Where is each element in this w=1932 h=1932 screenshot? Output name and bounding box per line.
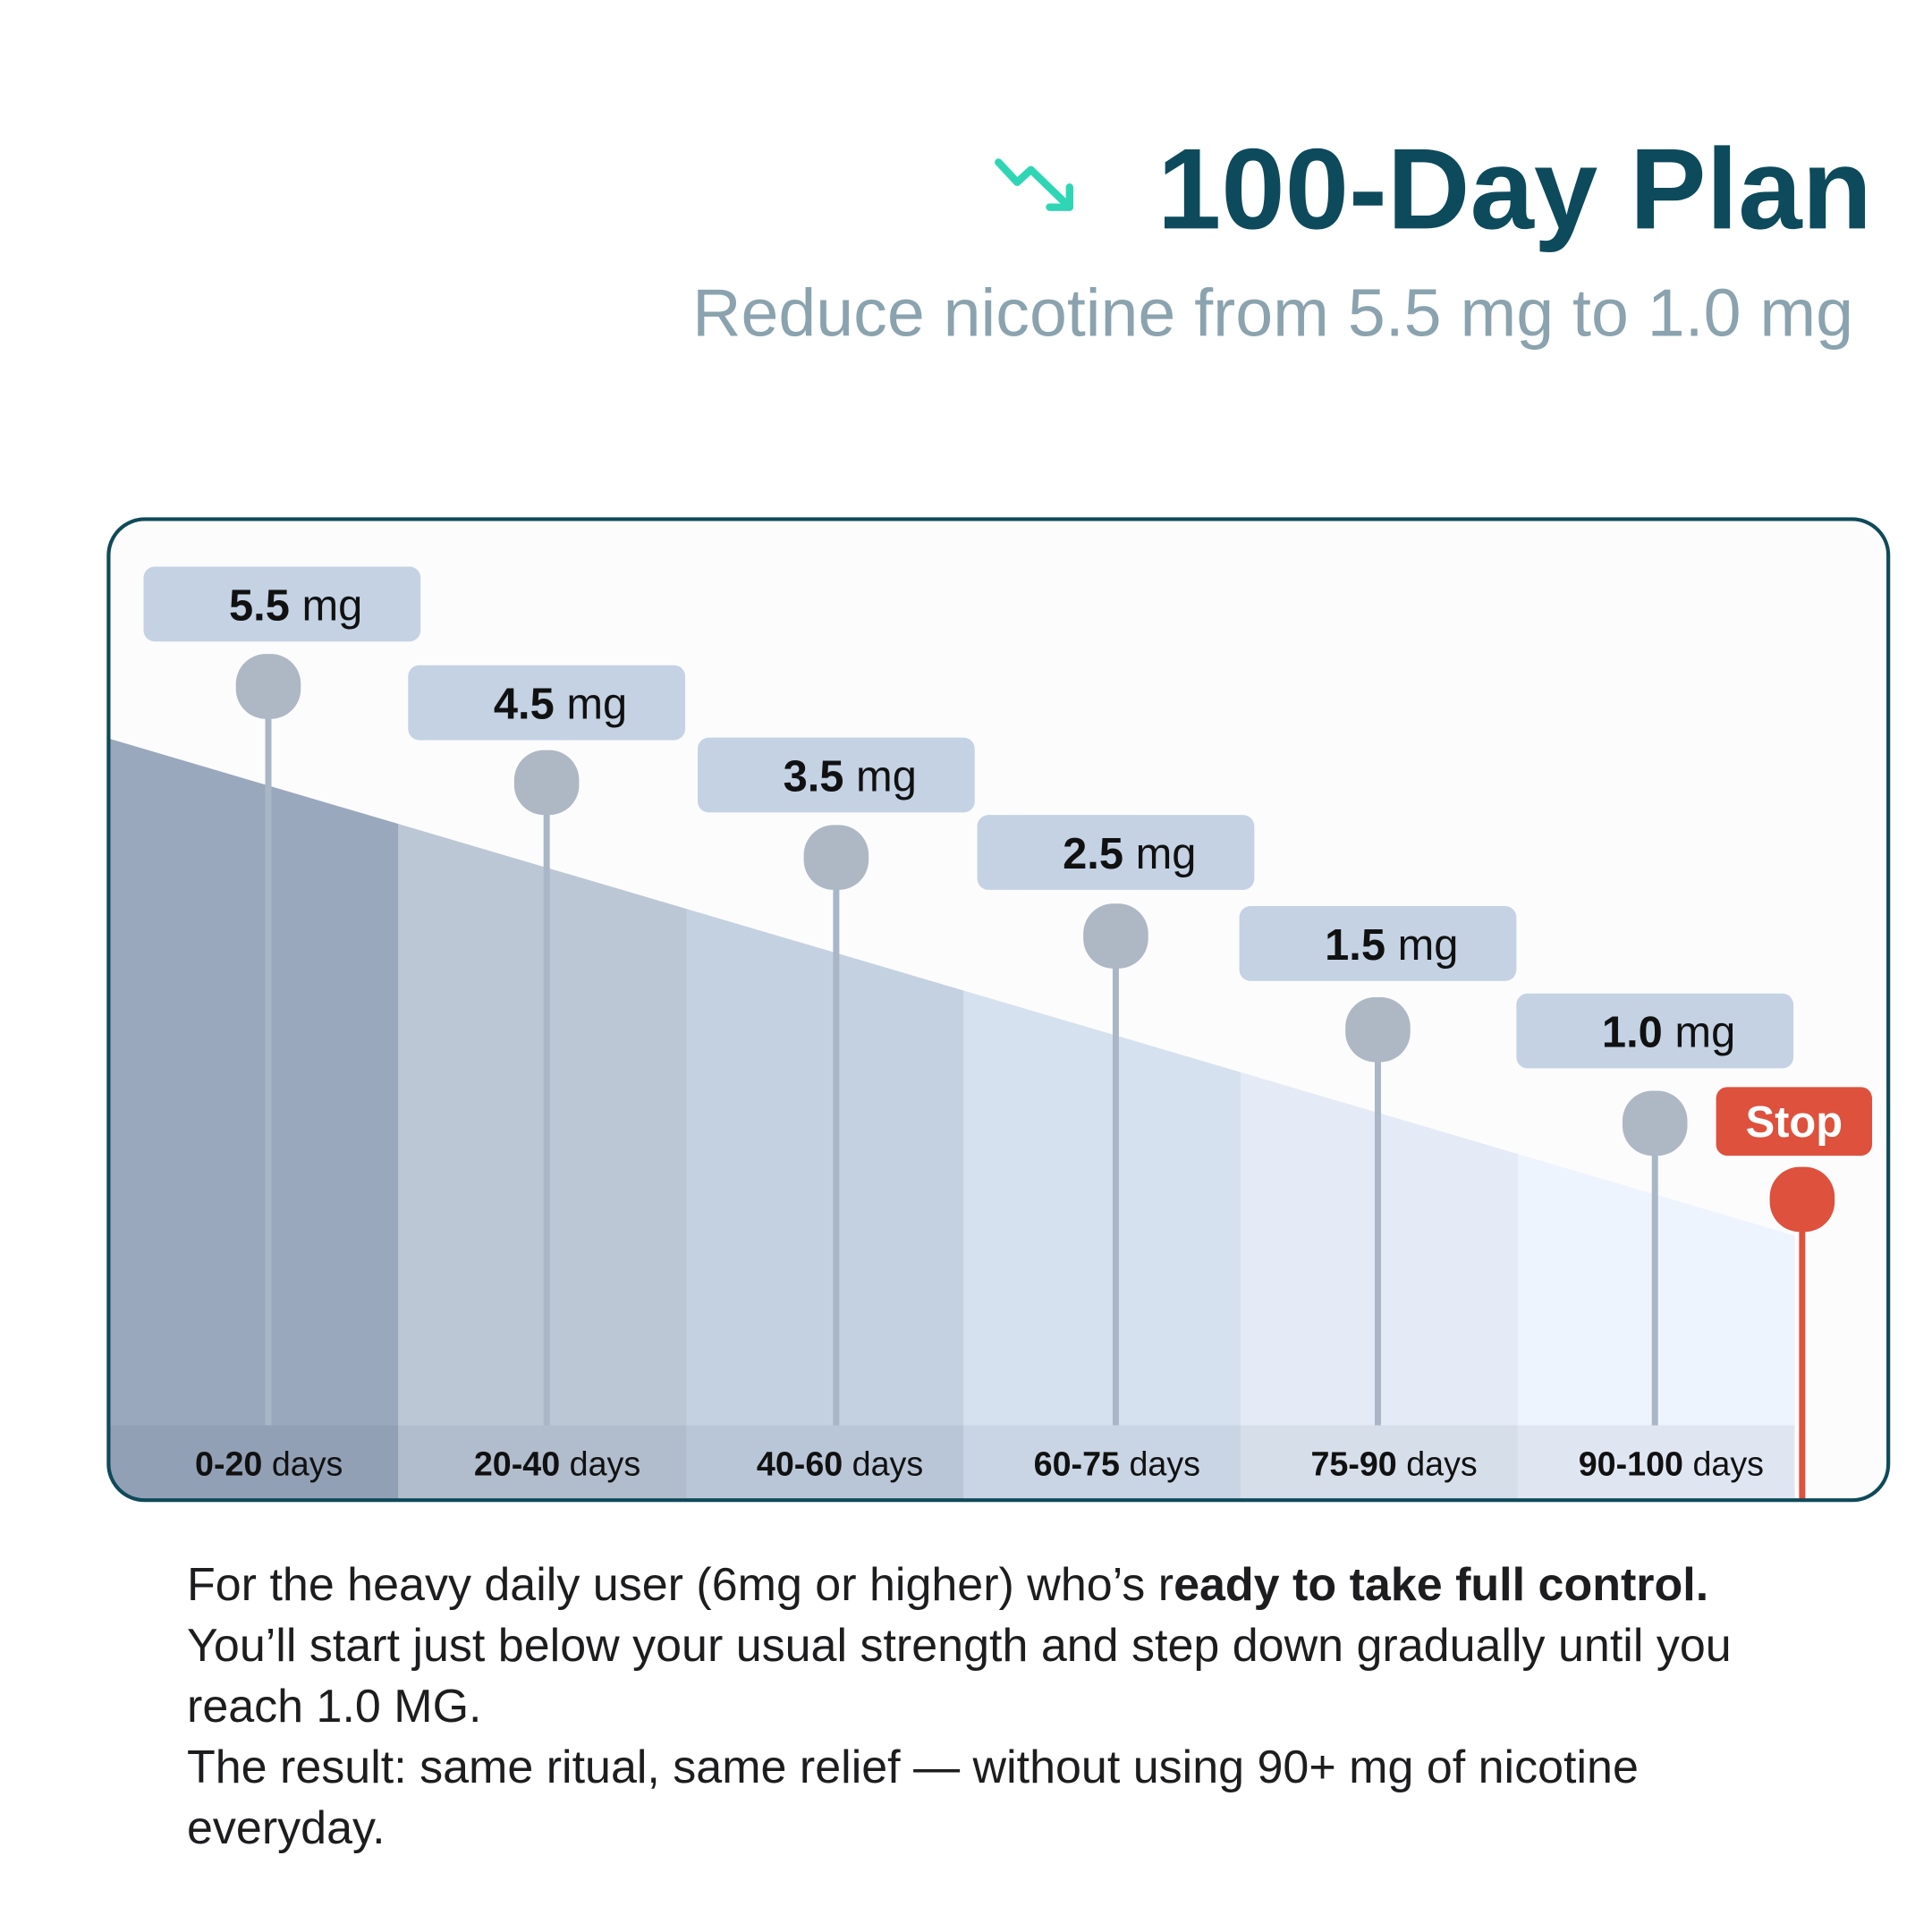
dose-label: 1.5 mg [1325, 921, 1458, 970]
column-footer [1517, 1425, 1795, 1499]
dose-label: 2.5 mg [1063, 830, 1196, 878]
dose-amount: 5.5 [229, 581, 290, 630]
pin-head [1083, 903, 1148, 969]
days-label: 40-60 days [757, 1445, 923, 1482]
days-unit: days [852, 1445, 924, 1482]
days-unit: days [1692, 1445, 1764, 1482]
dose-badge [408, 665, 686, 741]
dose-amount: 4.5 [494, 681, 555, 729]
column-footer [686, 1425, 964, 1499]
dose-badge [1516, 993, 1794, 1069]
dose-unit: mg [1398, 921, 1459, 970]
dose-amount: 1.5 [1325, 921, 1385, 970]
dose-unit: mg [302, 581, 363, 630]
days-unit: days [272, 1445, 343, 1482]
column-footer [398, 1425, 688, 1499]
pin-head [1622, 1090, 1688, 1157]
days-label: 75-90 days [1310, 1445, 1477, 1482]
pin-head [803, 825, 869, 890]
dose-badge [1239, 906, 1517, 981]
days-label: 20-40 days [474, 1445, 640, 1482]
dose-amount: 2.5 [1063, 830, 1123, 878]
days-range: 75-90 [1310, 1445, 1396, 1482]
pin-head [513, 750, 580, 816]
dose-label: 3.5 mg [784, 753, 917, 801]
dose-badge [143, 566, 421, 642]
chart-frame [106, 517, 1891, 1503]
days-range: 60-75 [1034, 1445, 1120, 1482]
column-footer [963, 1425, 1241, 1499]
trend-icon [995, 158, 1073, 211]
dose-amount: 3.5 [784, 753, 844, 801]
dose-unit: mg [1136, 830, 1197, 878]
days-unit: days [1406, 1445, 1478, 1482]
dose-label: 5.5 mg [229, 581, 362, 630]
dose-unit: mg [856, 753, 917, 801]
text-run: eady to take full control. [1174, 1559, 1709, 1611]
text-run: For the heavy daily user (6mg or higher)… [187, 1559, 1174, 1611]
days-label: 0-20 days [195, 1445, 343, 1482]
dose-label: 4.5 mg [494, 681, 627, 729]
text-run: The result: same ritual, same relief — w… [187, 1741, 1639, 1854]
days-unit: days [570, 1445, 641, 1482]
days-label: 60-75 days [1034, 1445, 1200, 1482]
description: For the heavy daily user (6mg or higher)… [187, 1555, 1761, 1859]
column-footer [1240, 1425, 1519, 1499]
paragraph: The result: same ritual, same relief — w… [187, 1737, 1761, 1859]
column-footer [109, 1425, 399, 1499]
pin-head [235, 654, 301, 719]
subtitle: Reduce nicotine from 5.5 mg to 1.0 mg [692, 275, 1853, 350]
dose-badge [698, 737, 975, 813]
days-range: 40-60 [757, 1445, 843, 1482]
dose-badge [977, 815, 1255, 890]
days-label: 90-100 days [1579, 1445, 1764, 1482]
days-range: 0-20 [195, 1445, 262, 1482]
paragraph: For the heavy daily user (6mg or higher)… [187, 1555, 1761, 1737]
pin-head [1345, 996, 1411, 1063]
dose-unit: mg [566, 681, 627, 729]
title: 100-Day Plan [1157, 125, 1872, 253]
stop-badge [1716, 1087, 1873, 1157]
dose-amount: 1.0 [1602, 1009, 1663, 1057]
stop-label: Stop [1746, 1098, 1843, 1147]
days-range: 20-40 [474, 1445, 560, 1482]
text-run: You’ll start just below your usual stren… [187, 1620, 1732, 1733]
stop-head [1769, 1166, 1835, 1233]
dose-label: 1.0 mg [1602, 1009, 1735, 1057]
dose-unit: mg [1674, 1009, 1735, 1057]
column [109, 739, 399, 1499]
days-range: 90-100 [1579, 1445, 1683, 1482]
days-unit: days [1129, 1445, 1200, 1482]
